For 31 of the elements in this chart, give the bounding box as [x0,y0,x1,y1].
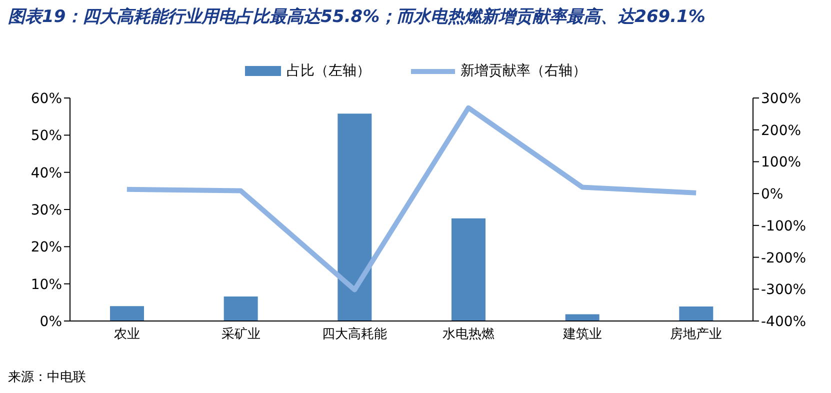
y2-tick-label: -400% [761,314,806,330]
x-tick-label: 水电热燃 [442,327,494,342]
x-tick-label: 房地产业 [670,326,722,342]
y-tick-label: 10% [30,276,62,293]
bar [565,314,600,321]
y-tick-label: 20% [30,240,62,256]
source-note: 来源：中电联 [8,370,86,385]
bar [224,296,258,321]
y2-tick-label: -300% [761,282,806,298]
y-tick-label: 40% [30,165,62,182]
chart-title: 图表19：四大高耗能行业用电占比最高达55.8%；而水电热燃新增贡献率最高、达269.1% [8,6,706,29]
x-tick-label: 农业 [114,327,140,342]
y2-tick-label: 300% [761,90,802,107]
y-tick-label: 0% [40,314,62,330]
y2-tick-label: -200% [761,250,806,266]
y-tick-label: 30% [30,202,62,218]
bar [452,218,486,321]
y2-tick-label: 100% [761,154,802,171]
x-tick-label: 四大高耗能 [322,326,388,342]
y-tick-label: 50% [30,128,62,144]
bar [110,306,144,321]
legend-label: 占比（左轴） [286,62,370,80]
x-tick-label: 建筑业 [562,327,602,342]
y2-tick-label: 200% [761,122,802,139]
legend-label: 新增贡献率（右轴） [460,62,586,80]
y2-tick-label: -100% [761,218,806,234]
x-tick-label: 采矿业 [221,327,260,342]
bar [338,114,372,321]
bar [679,306,714,321]
y-tick-label: 60% [30,90,62,107]
y2-tick-label: 0% [761,186,784,203]
